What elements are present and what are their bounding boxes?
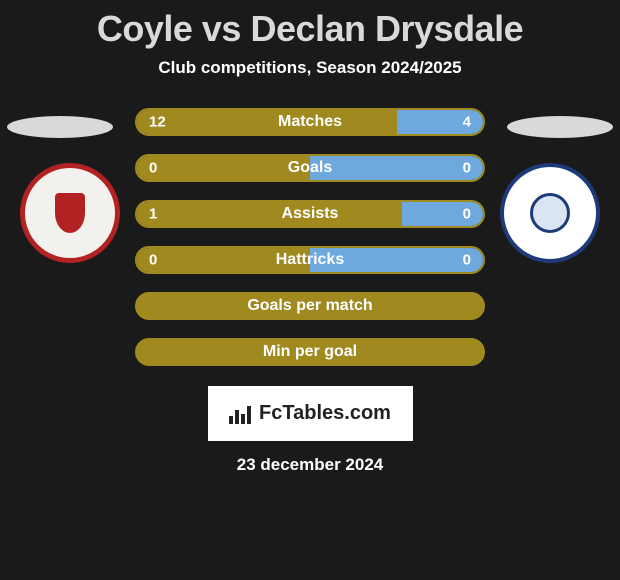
subtitle: Club competitions, Season 2024/2025 (0, 58, 620, 78)
stat-label: Goals (288, 159, 332, 177)
stat-label: Hattricks (276, 251, 344, 269)
watermark-text: FcTables.com (259, 402, 391, 425)
date-text: 23 december 2024 (0, 455, 620, 475)
stat-bar-min-per-goal: Min per goal (135, 338, 485, 366)
club-crest-left (20, 163, 120, 263)
stat-label: Goals per match (247, 297, 372, 315)
stat-bar-matches: 12 Matches 4 (135, 108, 485, 136)
comparison-panel: 12 Matches 4 0 Goals 0 1 Assists 0 0 Hat… (0, 108, 620, 475)
stat-seg-right (310, 156, 483, 180)
stat-val-left: 0 (149, 252, 157, 269)
barchart-icon (229, 404, 255, 424)
club-crest-right (500, 163, 600, 263)
stat-val-right: 4 (463, 114, 471, 131)
stat-val-right: 0 (463, 252, 471, 269)
stat-label: Matches (278, 113, 342, 131)
player-marker-right (507, 116, 613, 138)
stat-val-left: 1 (149, 206, 157, 223)
watermark: FcTables.com (208, 386, 413, 441)
stat-bar-hattricks: 0 Hattricks 0 (135, 246, 485, 274)
stat-bar-goals: 0 Goals 0 (135, 154, 485, 182)
stat-seg-left (137, 202, 402, 226)
stat-label: Assists (282, 205, 339, 223)
stat-val-left: 12 (149, 114, 166, 131)
stat-seg-left (137, 110, 397, 134)
stat-val-right: 0 (463, 206, 471, 223)
stat-label: Min per goal (263, 343, 357, 361)
stat-bar-goals-per-match: Goals per match (135, 292, 485, 320)
stat-val-right: 0 (463, 160, 471, 177)
stat-val-left: 0 (149, 160, 157, 177)
page-title: Coyle vs Declan Drysdale (0, 0, 620, 50)
stat-bars: 12 Matches 4 0 Goals 0 1 Assists 0 0 Hat… (135, 108, 485, 366)
stat-bar-assists: 1 Assists 0 (135, 200, 485, 228)
stat-seg-left (137, 156, 310, 180)
player-marker-left (7, 116, 113, 138)
